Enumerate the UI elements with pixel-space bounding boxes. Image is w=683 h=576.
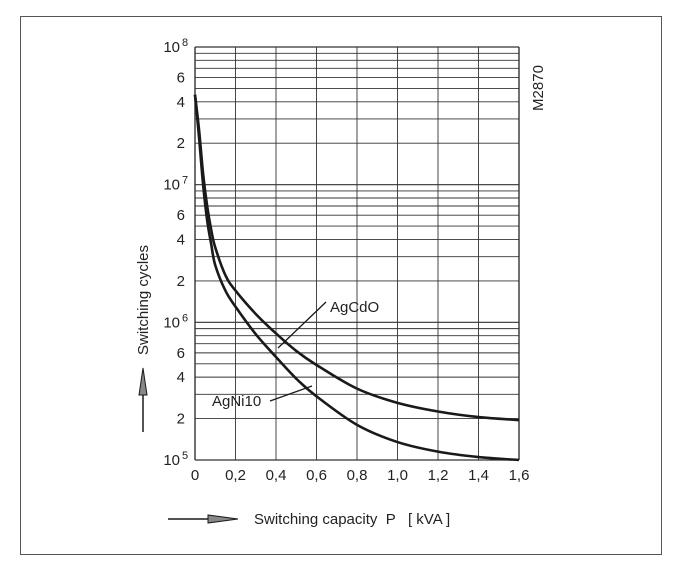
y-tick-label: 4 xyxy=(177,369,185,386)
y-tick-label: 4 xyxy=(177,94,185,111)
y-tick-label: 4 xyxy=(177,231,185,248)
x-tick-labels: 0 0,2 0,4 0,6 0,8 1,0 1,2 1,4 1,6 xyxy=(191,467,530,484)
y-tick-label: 10 xyxy=(163,314,180,331)
y-tick-exponent: 8 xyxy=(182,37,188,49)
y-tick-label: 2 xyxy=(177,411,185,428)
y-tick-exponent: 7 xyxy=(182,175,188,187)
x-tick-label: 1,2 xyxy=(428,467,449,484)
x-axis-label: Switching capacity P [ kVA ] xyxy=(254,511,450,528)
y-tick-label: 2 xyxy=(177,135,185,152)
x-tick-label: 0,4 xyxy=(266,467,287,484)
page-frame xyxy=(20,16,662,555)
x-tick-label: 0,8 xyxy=(347,467,368,484)
y-tick-label: 10 xyxy=(163,452,180,469)
y-tick-label: 10 xyxy=(163,39,180,56)
y-tick-label: 6 xyxy=(177,207,185,224)
y-tick-label: 2 xyxy=(177,273,185,290)
y-tick-exponent: 6 xyxy=(182,312,188,324)
x-tick-label: 1,4 xyxy=(468,467,489,484)
series-label-agni10: AgNi10 xyxy=(212,385,313,410)
x-tick-label: 1,6 xyxy=(509,467,530,484)
vertical-grid xyxy=(194,47,520,460)
y-axis-label: Switching cycles xyxy=(135,245,152,355)
x-tick-label: 0,2 xyxy=(225,467,246,484)
y-axis-arrow xyxy=(138,367,148,432)
series-group xyxy=(193,94,520,462)
y-tick-label: 6 xyxy=(177,70,185,87)
x-axis-arrow xyxy=(168,514,239,524)
figure-code: M2870 xyxy=(530,65,547,111)
x-tick-label: 0 xyxy=(191,467,199,484)
series-name-agcdo: AgCdO xyxy=(330,299,379,316)
series-line-agni10 xyxy=(193,94,520,462)
y-tick-exponent: 5 xyxy=(182,450,188,462)
series-name-agni10: AgNi10 xyxy=(212,393,261,410)
series-label-agcdo: AgCdO xyxy=(277,299,379,349)
y-tick-label: 6 xyxy=(177,345,185,362)
x-tick-label: 0,6 xyxy=(306,467,327,484)
y-tick-label: 10 xyxy=(163,177,180,194)
x-tick-label: 1,0 xyxy=(387,467,408,484)
series-line-agcdo xyxy=(193,94,520,422)
